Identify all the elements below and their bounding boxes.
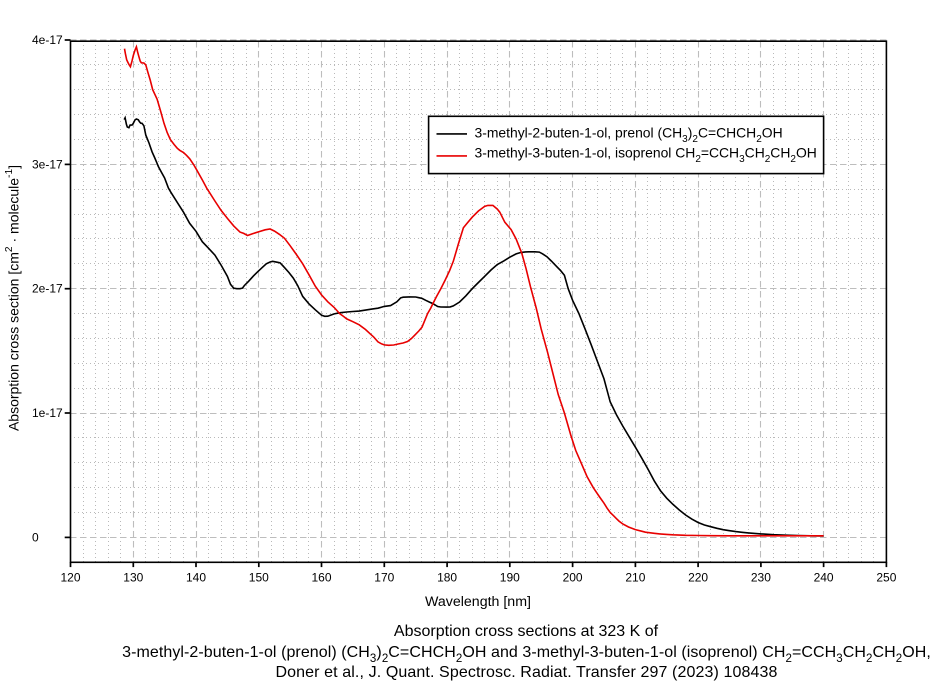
svg-text:120: 120 [60, 571, 80, 585]
svg-text:180: 180 [437, 571, 457, 585]
svg-text:160: 160 [311, 571, 331, 585]
svg-text:3-methyl-2-buten-1-ol (prenol): 3-methyl-2-buten-1-ol (prenol) (CH3​)2​C… [122, 644, 931, 665]
svg-text:240: 240 [814, 571, 834, 585]
svg-text:130: 130 [123, 571, 143, 585]
svg-text:3-methyl-3-buten-1-ol, isopren: 3-methyl-3-buten-1-ol, isoprenol CH2​=CC… [475, 145, 817, 165]
svg-text:250: 250 [876, 571, 896, 585]
svg-text:Wavelength [nm]: Wavelength [nm] [425, 594, 531, 610]
svg-text:Absorption cross sections at 3: Absorption cross sections at 323 K of [394, 623, 659, 640]
svg-text:150: 150 [249, 571, 269, 585]
svg-text:190: 190 [500, 571, 520, 585]
svg-text:2e-17: 2e-17 [32, 282, 63, 296]
svg-text:170: 170 [374, 571, 394, 585]
svg-text:0: 0 [32, 530, 39, 544]
svg-text:200: 200 [563, 571, 583, 585]
svg-text:220: 220 [688, 571, 708, 585]
svg-text:3-methyl-2-buten-1-ol, prenol: 3-methyl-2-buten-1-ol, prenol (CH3​)2​C=… [475, 125, 783, 145]
svg-text:1e-17: 1e-17 [32, 406, 63, 420]
svg-text:210: 210 [625, 571, 645, 585]
svg-text:140: 140 [186, 571, 206, 585]
svg-text:3e-17: 3e-17 [32, 157, 63, 171]
svg-text:230: 230 [751, 571, 771, 585]
svg-text:4e-17: 4e-17 [32, 33, 63, 47]
svg-text:Absorption cross section [cm2​: Absorption cross section [cm2​ · molecul… [4, 165, 21, 431]
svg-text:Doner et al., J. Quant. Spectr: Doner et al., J. Quant. Spectrosc. Radia… [275, 664, 777, 681]
